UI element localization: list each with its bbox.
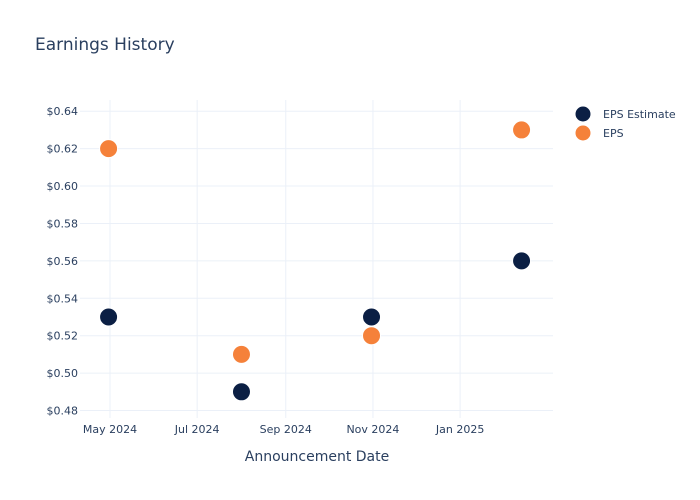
eps-estimate-point xyxy=(512,251,532,271)
legend-label: EPS Estimate xyxy=(603,108,676,121)
eps-estimate-point xyxy=(362,307,382,327)
legend-marker xyxy=(574,105,592,123)
y-tick-label: $0.52 xyxy=(47,330,79,343)
y-tick-label: $0.50 xyxy=(47,367,79,380)
x-axis-tick-labels: May 2024 Jul 2024 Sep 2024 Nov 2024 Jan 2025 xyxy=(83,423,484,436)
y-gridlines xyxy=(80,110,553,412)
x-tick-label: Sep 2024 xyxy=(260,423,312,436)
y-tick-label: $0.54 xyxy=(47,292,79,305)
y-tick-label: $0.60 xyxy=(47,180,79,193)
y-tick-label: $0.48 xyxy=(47,405,79,418)
x-tick-label: Jul 2024 xyxy=(174,423,220,436)
chart-title: Earnings History xyxy=(35,35,175,55)
x-tick-label: Nov 2024 xyxy=(346,423,399,436)
eps-point xyxy=(362,326,382,346)
eps-point xyxy=(512,120,532,140)
x-tick-label: Jan 2025 xyxy=(435,423,484,436)
x-gridlines xyxy=(109,100,461,418)
legend-label: EPS xyxy=(603,127,624,140)
eps-estimate-point xyxy=(231,382,251,402)
y-tick-label: $0.58 xyxy=(47,217,79,230)
eps-estimate-point xyxy=(99,307,119,327)
x-axis-title: Announcement Date xyxy=(245,449,389,465)
y-tick-label: $0.56 xyxy=(47,255,79,268)
legend: EPS Estimate EPS xyxy=(574,105,676,142)
data-points xyxy=(99,120,532,402)
eps-point xyxy=(99,139,119,159)
y-tick-label: $0.62 xyxy=(47,143,79,156)
x-tick-label: May 2024 xyxy=(83,423,137,436)
eps-point xyxy=(231,344,251,364)
y-axis-tick-labels: $0.48 $0.50 $0.52 $0.54 $0.56 $0.58 $0.60 $0.62… xyxy=(47,105,79,417)
y-tick-label: $0.64 xyxy=(47,105,79,118)
legend-marker xyxy=(574,124,592,142)
